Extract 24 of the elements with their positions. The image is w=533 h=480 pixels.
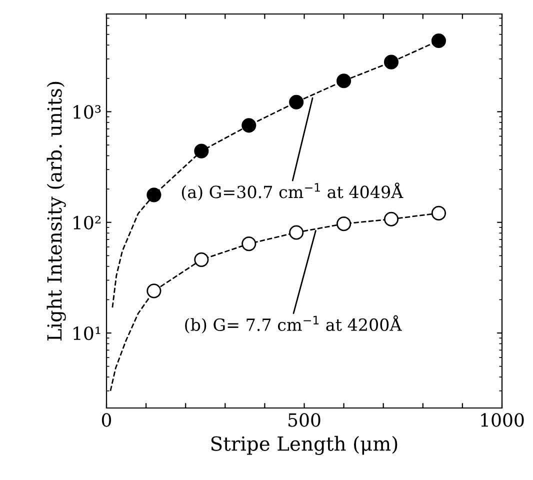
point xyxy=(289,94,304,110)
x-tick-label: 500 xyxy=(288,413,320,427)
point xyxy=(242,236,256,252)
x-tick-label: 1000 xyxy=(481,413,524,427)
y-axis-title: Light Intensity (arb. units) xyxy=(46,82,66,341)
point xyxy=(431,33,446,48)
point xyxy=(384,212,399,226)
point xyxy=(336,74,352,88)
point xyxy=(336,216,352,232)
point xyxy=(146,284,162,298)
point xyxy=(431,206,446,220)
x-axis-title: Stripe Length (μm) xyxy=(211,436,398,455)
point xyxy=(289,225,304,240)
y-tick-label: 10³ xyxy=(74,105,101,119)
point xyxy=(146,188,162,202)
y-tick-label: 10² xyxy=(74,216,100,230)
annotation: (a) G=30.7 cm$^{−1}$ at 4049Å xyxy=(182,182,404,201)
point xyxy=(384,54,399,70)
point xyxy=(242,118,256,133)
annotation: (b) G= 7.7 cm$^{−1}$ at 4200Å xyxy=(185,315,402,334)
point xyxy=(194,144,209,158)
point xyxy=(194,252,209,267)
x-tick-label: 0 xyxy=(102,413,112,427)
y-tick-label: 10¹ xyxy=(74,326,100,340)
